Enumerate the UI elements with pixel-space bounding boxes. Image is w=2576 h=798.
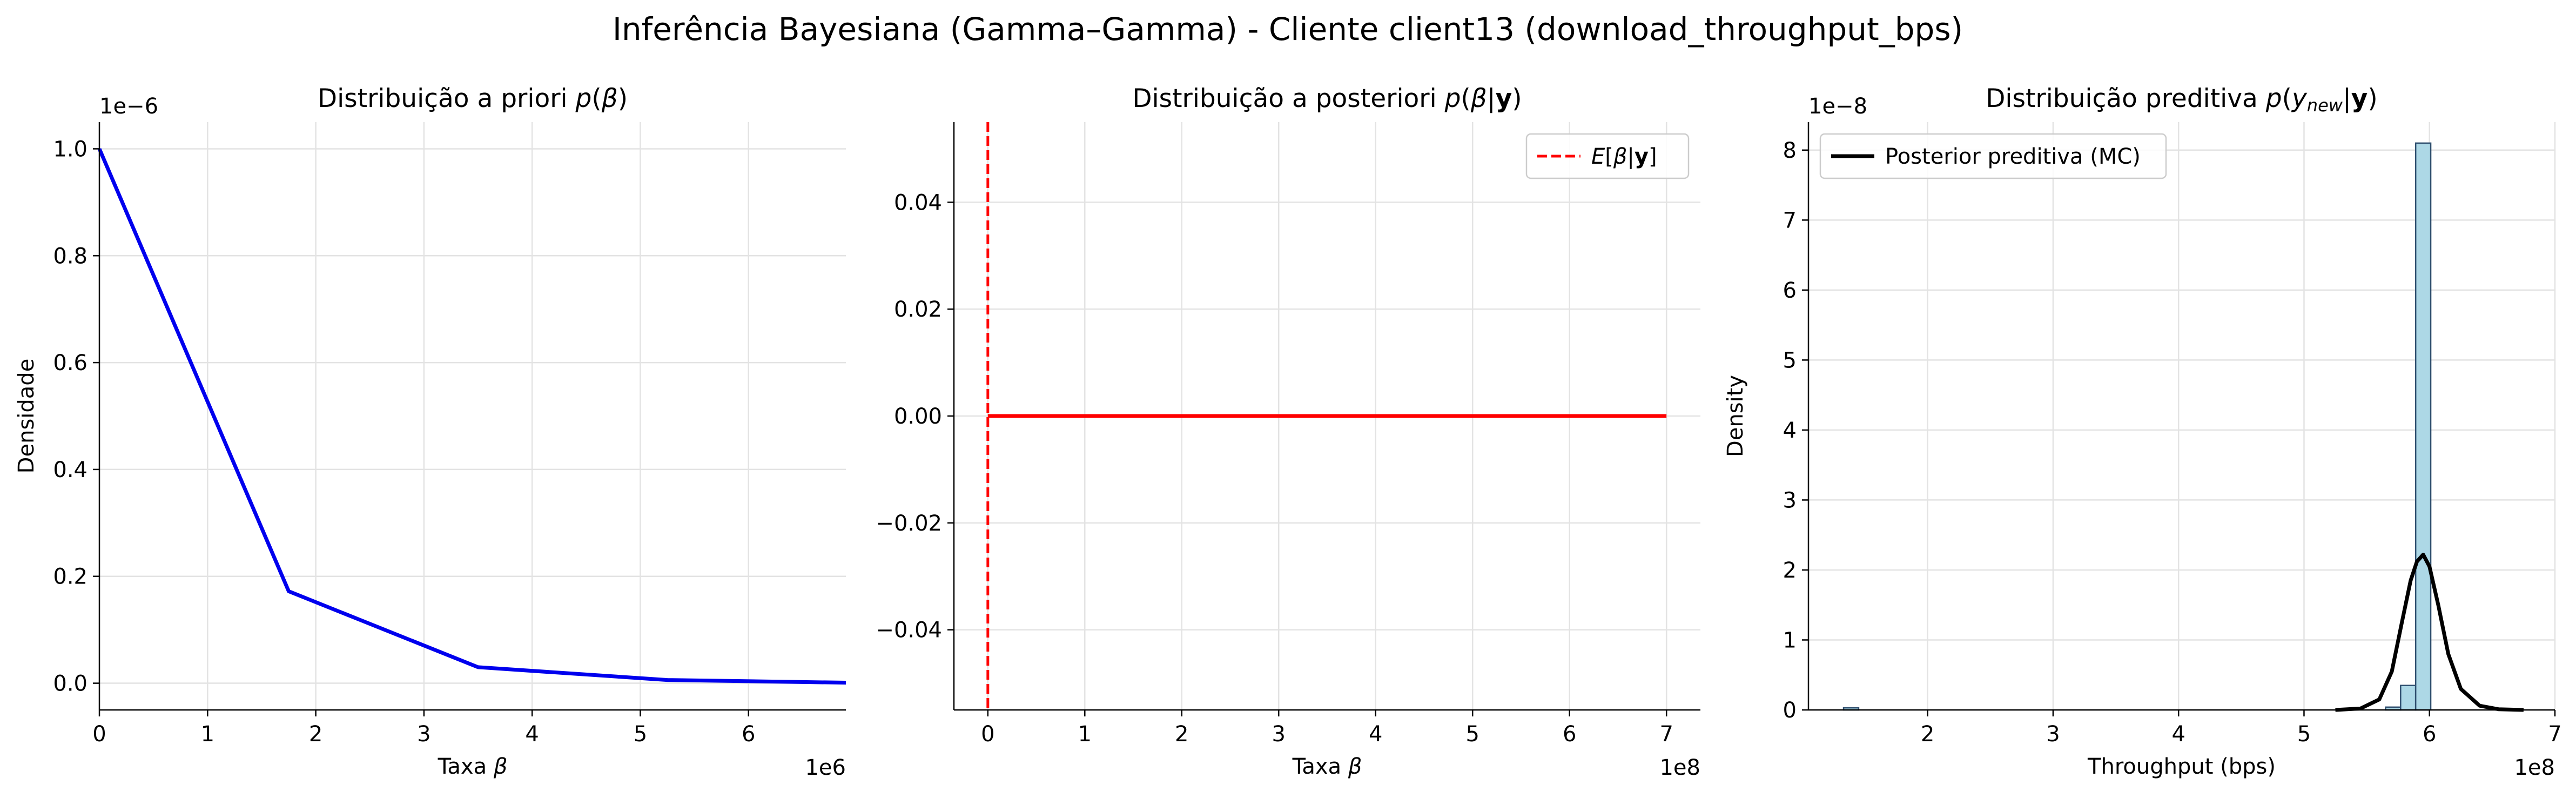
x-tick-label: 2 <box>1175 722 1188 747</box>
x-tick-label: 4 <box>1369 722 1382 747</box>
x-tick-label: 6 <box>2423 722 2436 747</box>
y-tick-label: 5 <box>1783 348 1797 373</box>
x-offset-label: 1e8 <box>1659 755 1700 780</box>
x-axis-label: Taxa β <box>1292 754 1362 779</box>
x-tick-label: 3 <box>2046 722 2060 747</box>
axis-title: Distribuição preditiva p(ynew|y) <box>1986 84 2378 116</box>
legend-box <box>1819 133 2167 179</box>
legend-label: Posterior preditiva (MC) <box>1885 144 2141 169</box>
axis-title: Distribuição a priori p(β) <box>318 84 628 113</box>
series-line <box>2335 552 2524 712</box>
y-tick-label: 0 <box>1783 698 1797 723</box>
x-tick-label: 2 <box>1921 722 1934 747</box>
y-tick-label: 1 <box>1783 628 1797 653</box>
x-tick-label: 3 <box>417 722 431 747</box>
y-tick-label: 1.0 <box>53 137 88 162</box>
y-tick-label: 4 <box>1783 418 1797 443</box>
x-tick-label: 5 <box>1465 722 1479 747</box>
x-tick-label: 4 <box>2171 722 2185 747</box>
x-offset-label: 1e8 <box>2514 755 2555 780</box>
x-tick-label: 7 <box>2548 722 2561 747</box>
x-tick-label: 2 <box>309 722 322 747</box>
y-tick-label: 6 <box>1783 278 1797 303</box>
y-offset-label: 1e−6 <box>99 94 158 119</box>
x-tick-label: 0 <box>92 722 106 747</box>
figure-suptitle: Inferência Bayesiana (Gamma–Gamma) - Cli… <box>613 11 1963 48</box>
predictive-panel: 2 3 4 5 6 7 0 1 2 3 4 5 6 7 8 1e8 1e−8 Distribuição predi… <box>1723 84 2562 780</box>
x-tick-label: 4 <box>525 722 539 747</box>
y-tick-label: 0.00 <box>894 404 942 429</box>
x-axis-label: Taxa β <box>438 754 508 779</box>
x-axis-label: Throughput (bps) <box>2087 754 2276 779</box>
x-offset-label: 1e6 <box>805 755 846 780</box>
y-tick-label: 7 <box>1783 208 1797 233</box>
y-tick-label: 0.04 <box>894 190 942 215</box>
x-tick-label: 0 <box>981 722 994 747</box>
y-tick-label: 0.2 <box>53 565 88 589</box>
y-tick-label: −0.02 <box>876 511 942 536</box>
y-tick-label: 8 <box>1783 138 1797 163</box>
x-tick-label: 3 <box>1272 722 1286 747</box>
x-tick-label: 1 <box>201 722 214 747</box>
y-tick-label: 2 <box>1783 558 1797 583</box>
axis-title: Distribuição a posteriori p(β|y) <box>1132 84 1522 113</box>
prior-panel: 0 1 2 3 4 5 6 0.0 0.2 0.4 0.6 0.8 1.0 1e6 1e−6 Distribu… <box>14 84 846 780</box>
x-tick-label: 5 <box>2297 722 2311 747</box>
x-tick-label: 5 <box>634 722 647 747</box>
histogram-bar <box>2400 685 2417 711</box>
y-tick-label: 0.8 <box>53 244 88 269</box>
y-axis-label: Densidade <box>14 359 39 474</box>
y-tick-label: −0.04 <box>876 618 942 643</box>
x-tick-label: 1 <box>1078 722 1092 747</box>
y-axis-label: Density <box>1723 375 1748 457</box>
legend-label: E[β|y] <box>1591 144 1657 169</box>
x-tick-label: 6 <box>742 722 755 747</box>
x-tick-label: 7 <box>1659 722 1673 747</box>
y-tick-label: 0.6 <box>53 351 88 375</box>
y-tick-label: 0.0 <box>53 672 88 696</box>
series-line <box>97 148 846 685</box>
y-tick-label: 3 <box>1783 488 1797 513</box>
y-tick-label: 0.02 <box>894 297 942 322</box>
histogram-bar <box>2414 142 2432 711</box>
y-offset-label: 1e−8 <box>1808 94 1867 119</box>
posterior-panel: 0 1 2 3 4 5 6 7 −0.04 −0.02 0.00 0.02 0.04 1e8 Distrib… <box>876 84 1700 780</box>
y-tick-label: 0.4 <box>53 458 88 482</box>
legend-box <box>1525 133 1690 179</box>
x-tick-label: 6 <box>1563 722 1576 747</box>
